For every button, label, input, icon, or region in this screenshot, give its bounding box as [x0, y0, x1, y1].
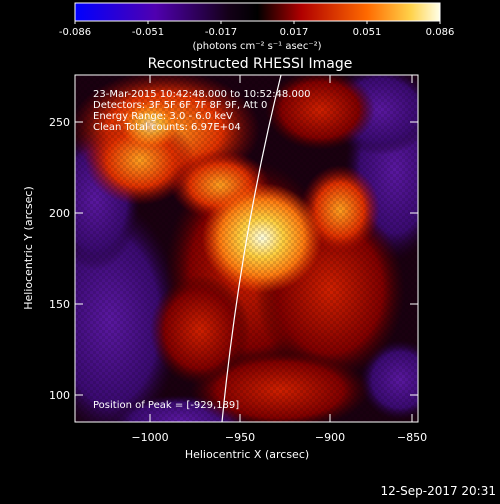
y-tick-label: 250 [49, 116, 70, 129]
y-axis-ticks [75, 121, 418, 396]
x-axis-ticks [149, 75, 413, 422]
y-tick-label: 200 [49, 207, 70, 220]
plot-title: Reconstructed RHESSI Image [148, 56, 353, 72]
info-energy-range: Energy Range: 3.0 - 6.0 keV [93, 111, 233, 122]
colorbar-tick-label: 0.086 [426, 27, 455, 38]
y-tick-label: 150 [49, 298, 70, 311]
info-time-range: 23-Mar-2015 10:42:48.000 to 10:52:48.000 [93, 89, 311, 100]
colorbar-tick-label: 0.017 [280, 27, 309, 38]
colorbar-tick-label: -0.051 [132, 27, 164, 38]
info-detectors: Detectors: 3F 5F 6F 7F 8F 9F, Att 0 [93, 100, 267, 111]
rhessi-image [75, 75, 418, 422]
plot-frame [74, 74, 419, 423]
info-clean-counts: Clean Total counts: 6.97E+04 [93, 122, 241, 133]
x-tick-label: −950 [225, 431, 255, 444]
peak-position-label: Position of Peak = [-929,189] [93, 400, 239, 411]
colorbar [74, 2, 441, 22]
colorbar-tick-label: 0.051 [353, 27, 382, 38]
y-axis-label: Heliocentric Y (arcsec) [22, 186, 35, 310]
x-axis-label: Heliocentric X (arcsec) [185, 448, 309, 461]
x-tick-label: −850 [397, 431, 427, 444]
solar-limb-line [221, 75, 282, 422]
colorbar-tick-label: -0.086 [59, 27, 91, 38]
x-tick-label: −900 [315, 431, 345, 444]
y-tick-label: 100 [49, 389, 70, 402]
x-tick-label: −1000 [131, 431, 168, 444]
colorbar-tick-label: -0.017 [205, 27, 237, 38]
colorbar-unit-label: (photons cm⁻² s⁻¹ asec⁻²) [192, 41, 321, 52]
footer-timestamp: 12-Sep-2017 20:31 [381, 484, 496, 498]
colorbar-ticks [74, 21, 441, 24]
